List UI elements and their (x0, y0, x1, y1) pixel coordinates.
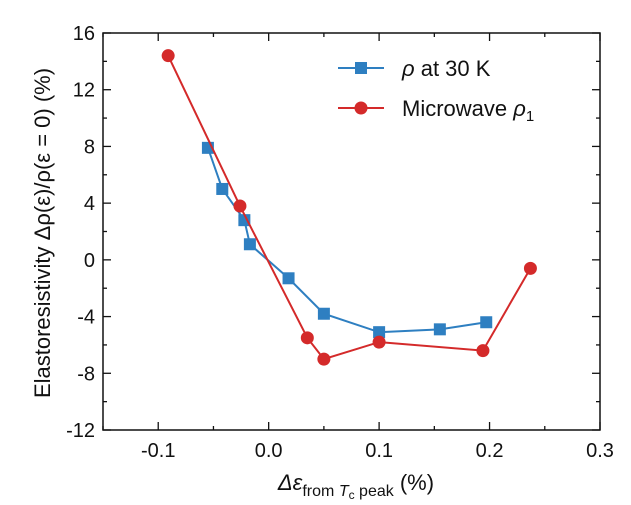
x-axis-label-sub-from: from (302, 483, 338, 500)
y-axis-label: Elastoresistivity Δρ(ε)/ρ(ε = 0) (%) (30, 68, 55, 398)
legend-marker-microwave-rho1 (354, 101, 368, 115)
data-point-rho-30k (238, 214, 251, 227)
data-point-rho-30k (317, 307, 330, 320)
data-point-rho-30k (216, 182, 229, 195)
data-point-rho-30k (243, 238, 256, 251)
data-point-rho-30k (433, 323, 446, 336)
data-point-microwave-rho1 (523, 261, 537, 275)
legend-label-part: ρ (401, 56, 415, 81)
series-group (161, 49, 537, 366)
legend-label-part: ρ (512, 96, 526, 121)
y-tick-label: 4 (84, 193, 95, 215)
y-tick-label: 0 (84, 250, 95, 272)
x-axis-label-sub-c: c (349, 488, 355, 502)
x-tick-label: 0.2 (476, 440, 504, 462)
plot-area (102, 32, 601, 431)
data-point-microwave-rho1 (233, 199, 247, 213)
data-point-rho-30k (282, 272, 295, 285)
x-axis-label-unit: (%) (394, 470, 434, 495)
y-tick-label: 16 (73, 23, 95, 45)
legend-marker-rho-30k (355, 62, 367, 74)
data-point-microwave-rho1 (300, 331, 314, 345)
y-tick-label: 12 (73, 80, 95, 102)
x-axis-ticks: -0.1 0.0 0.1 0.2 0.3 (102, 33, 614, 462)
data-point-microwave-rho1 (161, 49, 175, 63)
x-tick-label: 0.0 (255, 440, 283, 462)
data-point-microwave-rho1 (476, 344, 490, 358)
x-tick-label: -0.1 (141, 440, 175, 462)
data-point-rho-30k (373, 326, 386, 339)
data-point-rho-30k (480, 316, 493, 329)
y-axis-ticks: -12 -8 -4 0 4 8 12 16 (66, 23, 600, 442)
legend-label-part: Microwave (402, 96, 513, 121)
x-axis-label: Δεfrom Tc peak (%) (277, 470, 434, 502)
data-point-microwave-rho1 (372, 335, 386, 349)
x-axis-label-main: Δε (277, 470, 303, 495)
x-tick-label: 0.3 (586, 440, 614, 462)
x-tick-label: 0.1 (365, 440, 393, 462)
legend-label-part: at 30 K (415, 56, 491, 81)
legend-label-part: 1 (526, 108, 534, 125)
y-tick-label: -4 (77, 307, 95, 329)
y-tick-label: -8 (77, 363, 95, 385)
legend-label-rho-30k: ρ at 30 K (401, 56, 491, 81)
y-tick-label: 8 (84, 136, 95, 158)
y-tick-label: -12 (66, 420, 95, 442)
legend-label-microwave-rho1: Microwave ρ1 (402, 96, 534, 125)
x-axis-label-sub-peak: peak (355, 483, 395, 500)
x-axis-label-sub-t: T (339, 483, 350, 500)
plot-frame (102, 32, 601, 431)
data-point-microwave-rho1 (317, 352, 331, 366)
